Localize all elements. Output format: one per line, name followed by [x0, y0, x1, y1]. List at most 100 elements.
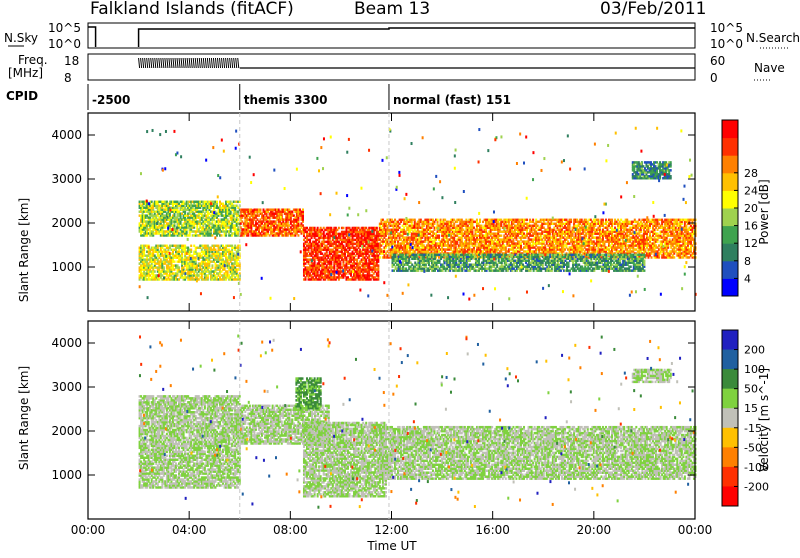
heatmap-cell [476, 219, 478, 221]
freq-oscillation [171, 58, 172, 68]
freq-oscillation [199, 58, 200, 68]
heatmap-cell [376, 227, 378, 229]
freq-oscillation [207, 58, 208, 68]
heatmap-cell [211, 264, 213, 266]
heatmap-cell [190, 245, 192, 247]
freq-oscillation [151, 58, 152, 68]
power-heatmap [139, 127, 697, 301]
freq-oscillation [215, 58, 216, 68]
freq-oscillation [161, 58, 162, 68]
heatmap-cell [338, 227, 340, 229]
freq-oscillation [175, 58, 176, 68]
freq-oscillation [179, 58, 180, 68]
nsky-tick-top: 10^5 [48, 21, 81, 35]
freq-oscillation [191, 58, 192, 68]
freq-oscillation [189, 58, 190, 68]
freq-label: Freq. [18, 53, 48, 67]
freq-tick-bottom: 8 [64, 71, 72, 85]
freq-oscillation [195, 58, 196, 68]
freq-oscillation [193, 58, 194, 68]
freq-oscillation [187, 58, 188, 68]
freq-oscillation [226, 58, 227, 68]
freq-oscillation [173, 58, 174, 68]
freq-oscillation [169, 58, 170, 68]
freq-oscillation [220, 58, 221, 68]
heatmap-cell [302, 224, 304, 226]
heatmap-cell [342, 227, 344, 229]
heatmap-cell [500, 234, 502, 236]
nave-tick-top: 60 [710, 54, 725, 68]
heatmap-cell [154, 270, 156, 272]
heatmap-cell [379, 256, 381, 258]
heatmap-cell [173, 260, 175, 262]
freq-oscillation [205, 58, 206, 68]
nsky-panel-frame [88, 23, 695, 48]
freq-oscillation [230, 58, 231, 68]
freq-oscillation [141, 58, 142, 68]
freq-trace [139, 58, 695, 68]
freq-oscillation [213, 58, 214, 68]
heatmap-cell [414, 219, 416, 221]
freq-oscillation [157, 58, 158, 68]
heatmap-cell [259, 208, 261, 210]
heatmap-cell [377, 264, 379, 266]
freq-oscillation [232, 58, 233, 68]
cpid-segment-label: themis 3300 [244, 93, 328, 107]
freq-oscillation [201, 58, 202, 68]
cpid-row: -2500 themis 3300 normal (fast) 151 [92, 84, 511, 110]
freq-panel-frame [88, 54, 695, 80]
freq-oscillation [163, 58, 164, 68]
freq-oscillation [159, 58, 160, 68]
beam-label: Beam 13 [354, 0, 430, 19]
freq-oscillation [217, 58, 218, 68]
nsearch-label: N.Search [746, 31, 800, 45]
freq-oscillation [167, 58, 168, 68]
heatmap-cell [438, 234, 440, 236]
freq-oscillation [143, 58, 144, 68]
freq-oscillation [155, 58, 156, 68]
freq-oscillation [236, 58, 237, 68]
heatmap-cell [163, 266, 165, 268]
heatmap-cell [479, 219, 481, 221]
heatmap-cell [178, 266, 180, 268]
freq-oscillation [165, 58, 166, 68]
heatmap-cell [437, 219, 439, 221]
freq-oscillation [181, 58, 182, 68]
freq-oscillation [222, 58, 223, 68]
freq-oscillation [145, 58, 146, 68]
nave-tick-bottom: 0 [710, 71, 718, 85]
nsky-tick-bottom: 10^0 [48, 37, 81, 51]
freq-oscillation [153, 58, 154, 68]
site-title: Falkland Islands (fitACF) [90, 0, 294, 19]
freq-oscillation [149, 58, 150, 68]
cpid-segment-label: normal (fast) 151 [393, 93, 511, 107]
freq-oscillation [211, 58, 212, 68]
freq-oscillation [234, 58, 235, 68]
freq-unit-label: [MHz] [8, 66, 43, 80]
nsky-label: N.Sky [4, 31, 38, 45]
freq-oscillation [203, 58, 204, 68]
freq-oscillation [183, 58, 184, 68]
heatmap-cell [221, 234, 223, 236]
cpid-segment-label: -2500 [92, 93, 130, 107]
freq-oscillation [177, 58, 178, 68]
heatmap-cell [216, 201, 218, 203]
freq-oscillation [147, 58, 148, 68]
cpid-label: CPID [6, 89, 38, 103]
date-label: 03/Feb/2011 [600, 0, 706, 19]
freq-tick-top: 18 [64, 54, 79, 68]
heatmap-cell [302, 208, 304, 210]
nsearch-tick-bottom: 10^0 [710, 37, 743, 51]
nsky-trace [88, 27, 695, 47]
freq-oscillation [139, 58, 140, 68]
freq-oscillation [224, 58, 225, 68]
heatmap-cell [190, 249, 192, 251]
nave-label: Nave [754, 61, 785, 75]
nsearch-tick-top: 10^5 [710, 21, 743, 35]
freq-oscillation [228, 58, 229, 68]
freq-oscillation [238, 58, 239, 68]
heatmap-cell [297, 234, 299, 236]
freq-oscillation [185, 58, 186, 68]
